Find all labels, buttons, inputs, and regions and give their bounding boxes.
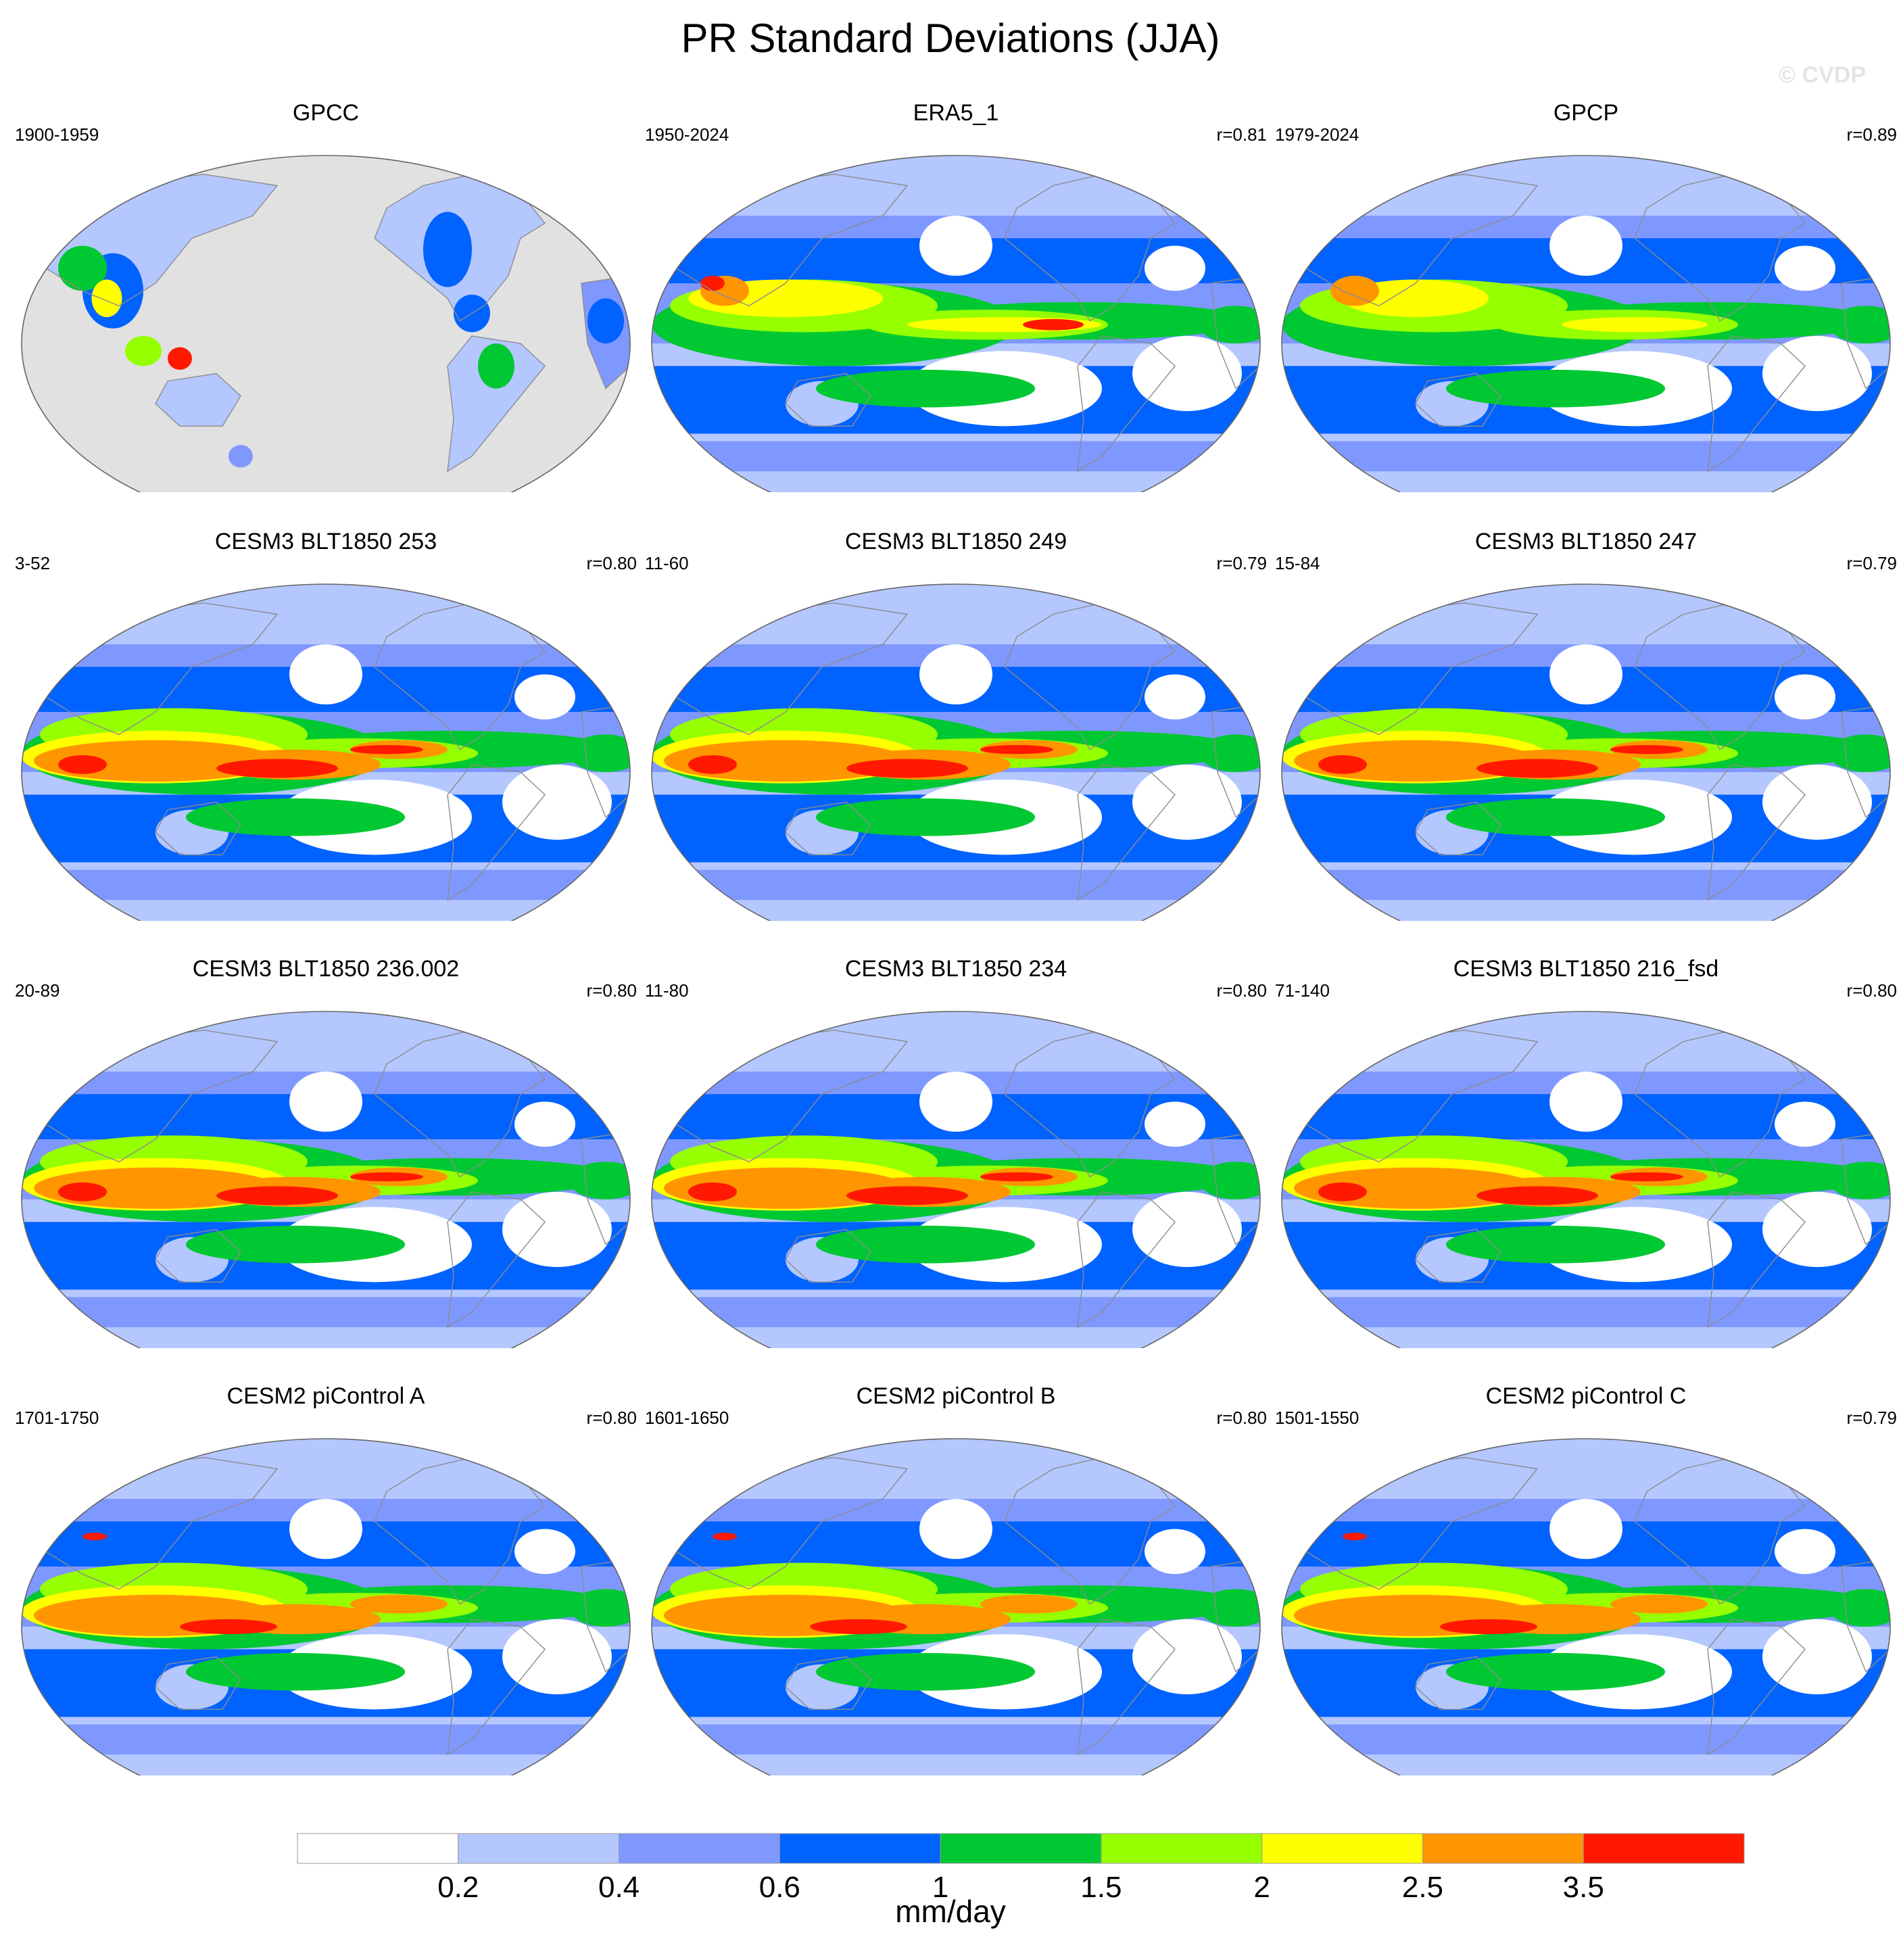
panel-correlation: r=0.80 [1846, 980, 1897, 1001]
colorbar-swatch [458, 1833, 620, 1864]
map-field [21, 155, 631, 492]
panel-correlation: r=0.80 [586, 980, 637, 1001]
panel-period: 1950-2024 [645, 124, 729, 145]
panel-period: 1900-1959 [15, 124, 99, 145]
map-field [1281, 1011, 1891, 1348]
map-panel: CESM3 BLT1850 247 15-84 r=0.79 [1275, 529, 1897, 921]
colorbar-swatch [1101, 1833, 1263, 1864]
panel-period: 11-60 [645, 553, 689, 573]
colorbar-swatch [297, 1833, 459, 1864]
colorbar-units-label: mm/day [895, 1894, 1006, 1929]
panel-title: CESM3 BLT1850 247 [1474, 529, 1698, 554]
panel-period: 1979-2024 [1275, 124, 1359, 145]
colorbar-swatch [619, 1833, 780, 1864]
panel-period: 71-140 [1275, 980, 1330, 1001]
map-field [21, 1011, 631, 1348]
panel-title: CESM3 BLT1850 253 [214, 529, 437, 554]
map-field [1281, 583, 1891, 921]
map-field [651, 155, 1261, 492]
panel-correlation: r=0.81 [1216, 124, 1267, 145]
panel-title: CESM3 BLT1850 216_fsd [1453, 956, 1719, 982]
map-panel: CESM2 piControl A 1701-1750 r=0.80 [15, 1383, 637, 1775]
panel-period: 20-89 [15, 980, 60, 1001]
panel-correlation: r=0.80 [1216, 980, 1267, 1001]
map-field [1281, 1438, 1891, 1775]
colorbar-swatch [940, 1833, 1102, 1864]
map-panel: GPCP 1979-2024 r=0.89 [1275, 100, 1897, 492]
colorbar-swatch [779, 1833, 941, 1864]
map-panel: CESM3 BLT1850 253 3-52 r=0.80 [15, 529, 637, 921]
map-panel: CESM2 piControl B 1601-1650 r=0.80 [645, 1383, 1267, 1775]
map-panel: GPCC 1900-1959 [15, 100, 637, 492]
panel-period: 3-52 [15, 553, 51, 573]
panel-correlation: r=0.80 [586, 553, 637, 573]
panel-correlation: r=0.80 [586, 1408, 637, 1428]
map-panel: CESM2 piControl C 1501-1550 r=0.79 [1275, 1383, 1897, 1775]
map-field [1281, 155, 1891, 492]
watermark: © CVDP [1779, 62, 1866, 88]
panel-correlation: r=0.79 [1846, 1408, 1897, 1428]
panel-correlation: r=0.79 [1216, 553, 1267, 573]
panel-period: 1501-1550 [1275, 1408, 1359, 1428]
panel-title: CESM2 piControl B [856, 1383, 1056, 1409]
panel-title: GPCC [292, 100, 360, 126]
panel-title: CESM3 BLT1850 249 [844, 529, 1067, 554]
colorbar-swatch [1422, 1833, 1584, 1864]
panel-title: CESM2 piControl C [1485, 1383, 1687, 1409]
panel-title: GPCP [1553, 100, 1619, 126]
panel-period: 11-80 [645, 980, 689, 1001]
map-field [21, 583, 631, 921]
panel-correlation: r=0.80 [1216, 1408, 1267, 1428]
map-field [651, 1011, 1261, 1348]
figure-title: PR Standard Deviations (JJA) [681, 16, 1220, 61]
panel-period: 15-84 [1275, 553, 1320, 573]
map-panel: ERA5_1 1950-2024 r=0.81 [645, 100, 1267, 492]
panel-title: CESM2 piControl A [226, 1383, 425, 1409]
map-panel: CESM3 BLT1850 234 11-80 r=0.80 [645, 956, 1267, 1348]
map-field [21, 1438, 631, 1775]
panel-title: CESM3 BLT1850 236.002 [192, 956, 460, 982]
panel-title: ERA5_1 [913, 100, 999, 126]
map-panel: CESM3 BLT1850 236.002 20-89 r=0.80 [15, 956, 637, 1348]
map-field [651, 583, 1261, 921]
map-panel: CESM3 BLT1850 249 11-60 r=0.79 [645, 529, 1267, 921]
colorbar-swatch [1261, 1833, 1423, 1864]
panel-period: 1601-1650 [645, 1408, 729, 1428]
panel-period: 1701-1750 [15, 1408, 99, 1428]
panel-title: CESM3 BLT1850 234 [844, 956, 1067, 982]
panel-correlation: r=0.79 [1846, 553, 1897, 573]
map-panel: CESM3 BLT1850 216_fsd 71-140 r=0.80 [1275, 956, 1897, 1348]
colorbar-swatch [1583, 1833, 1745, 1864]
panel-correlation: r=0.89 [1846, 124, 1897, 145]
map-field [651, 1438, 1261, 1775]
